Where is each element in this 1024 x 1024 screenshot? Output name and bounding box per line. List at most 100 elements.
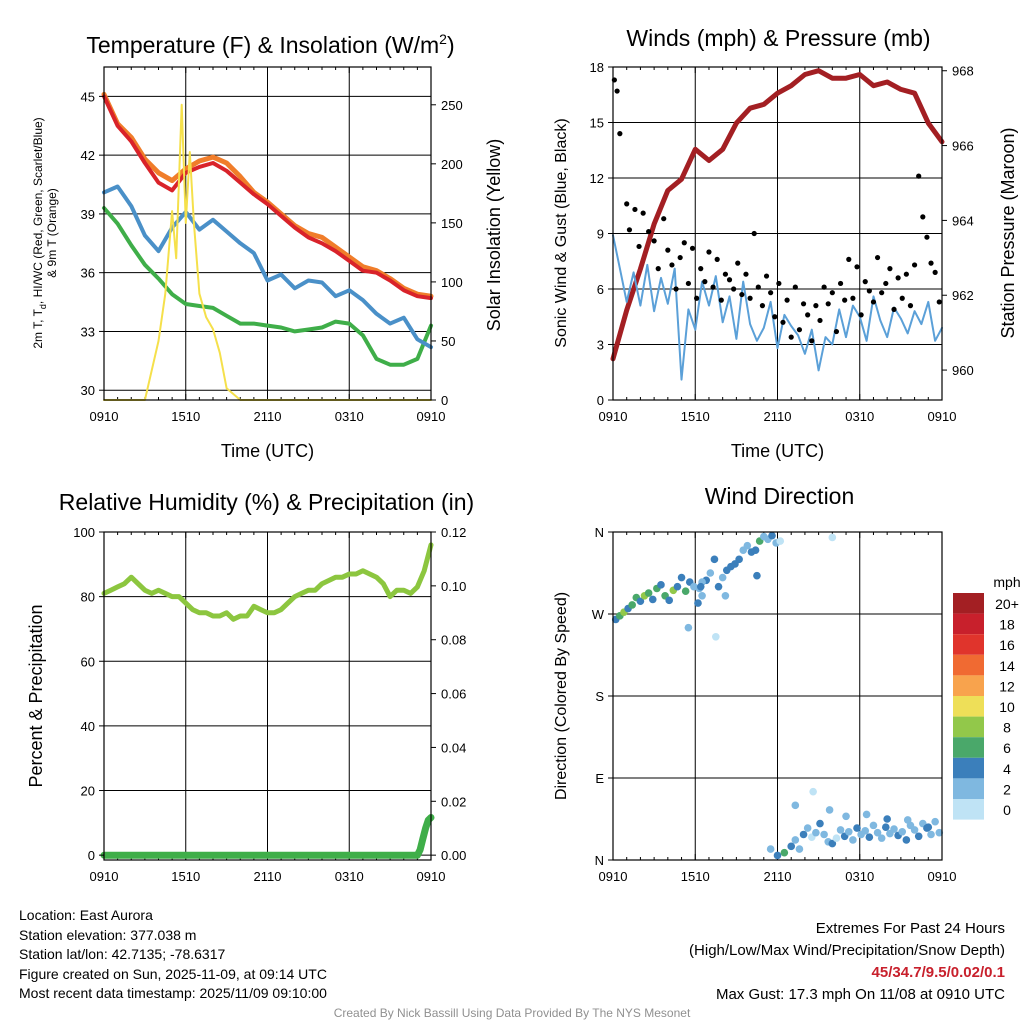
gust-point <box>825 301 831 307</box>
colorbar-label: 10 <box>999 699 1015 715</box>
x-tick-label: 2110 <box>254 409 282 424</box>
series-line <box>101 542 434 622</box>
direction-point <box>780 848 789 857</box>
gust-point <box>920 214 926 220</box>
series-line <box>102 206 433 367</box>
title-superscript: 2 <box>439 31 447 47</box>
gust-point <box>895 275 901 281</box>
gust-point <box>722 271 729 277</box>
gust-point <box>655 266 661 272</box>
gust-point <box>837 280 844 287</box>
colorbar-swatch <box>953 675 984 696</box>
direction-point <box>812 828 820 837</box>
y-tick-label: N <box>595 853 604 868</box>
direction-point <box>910 826 919 834</box>
y2-tick-label: 0.12 <box>441 525 466 540</box>
gust-point <box>694 295 700 301</box>
gust-point <box>677 254 683 261</box>
direction-point <box>710 555 719 564</box>
direction-point <box>712 632 720 641</box>
gust-point <box>632 206 638 213</box>
direction-point <box>696 582 705 591</box>
direction-point <box>644 589 653 597</box>
y2-tick-label: 0.00 <box>441 848 466 863</box>
gust-point <box>903 271 909 277</box>
extremes-subtitle: (High/Low/Max Wind/Precipitation/Snow De… <box>689 942 1005 959</box>
gust-point <box>916 173 922 179</box>
colorbar-swatch <box>953 634 984 655</box>
y-tick-label: 60 <box>81 654 95 669</box>
colorbar-label: 0 <box>1003 802 1011 818</box>
gust-point <box>646 229 652 235</box>
direction-point <box>799 830 808 839</box>
gust-point <box>846 256 852 262</box>
direction-point <box>714 582 723 591</box>
gust-point <box>809 338 815 344</box>
station-elevation: Station elevation: 377.038 m <box>19 926 197 943</box>
y-tick-label: S <box>595 689 604 704</box>
y-tick-label: 18 <box>590 60 604 75</box>
gust-point <box>706 249 712 255</box>
gust-point <box>747 295 753 301</box>
gust-point <box>763 273 770 279</box>
gust-point <box>665 247 671 253</box>
chart-title: Winds (mph) & Pressure (mb) <box>626 25 930 51</box>
direction-point <box>862 810 871 819</box>
gust-point <box>887 266 893 272</box>
direction-point <box>766 845 775 853</box>
direction-point <box>694 599 702 607</box>
gust-point <box>739 291 745 298</box>
humidity-panel: 0910 1510 2110 0310 0910 0 20 40 60 80 100 0.00 0.02… <box>26 489 474 884</box>
gust-point <box>788 334 794 340</box>
extremes-panel: Extremes For Past 24 Hours (High/Low/Max… <box>689 918 1005 1006</box>
y-axis-label: 2m T, Td, HI/WC (Red, Green, Scarlet/Blu… <box>31 117 59 348</box>
direction-point <box>718 573 727 582</box>
x-tick-label: 2110 <box>764 409 792 424</box>
y2-tick-label: 0.08 <box>441 633 466 648</box>
x-tick-label: 0910 <box>90 409 119 424</box>
direction-point <box>684 623 693 632</box>
gust-point <box>862 279 868 285</box>
y-axis-label: Sonic Wind & Gust (Blue, Black) <box>553 118 570 347</box>
recent-timestamp: Most recent data timestamp: 2025/11/09 0… <box>19 985 327 1001</box>
gust-point <box>891 306 897 312</box>
direction-point <box>890 825 898 833</box>
x-tick-label: 1510 <box>171 409 200 424</box>
temperature-panel: 0910 1510 2110 0310 0910 30 33 36 39 42 45 0 50 100 15… <box>31 31 504 461</box>
direction-point <box>883 815 891 823</box>
colorbar-swatch <box>953 696 984 717</box>
plot-border <box>103 531 432 861</box>
gust-point <box>829 290 835 296</box>
colorbar: mph 20+ 18 16 14 12 10 8 6 4 2 0 <box>953 574 1021 820</box>
gust-point <box>772 314 778 320</box>
gust-point <box>768 290 774 296</box>
y2-tick-label: 962 <box>952 288 974 303</box>
y-tick-label: 12 <box>590 171 604 186</box>
colorbar-swatch <box>953 757 984 779</box>
gust-point <box>755 284 761 290</box>
gust-point <box>796 327 803 333</box>
x-tick-label: 0910 <box>417 409 446 424</box>
direction-point <box>935 828 944 837</box>
gust-point <box>833 328 840 335</box>
direction-point <box>628 601 636 609</box>
x-axis-label: Time (UTC) <box>731 441 824 461</box>
gust-point <box>689 245 696 251</box>
gust-point <box>879 290 885 296</box>
gust-point <box>731 286 737 292</box>
colorbar-label: 12 <box>999 678 1015 694</box>
gust-point <box>817 317 823 324</box>
gust-point <box>883 280 889 287</box>
colorbar-label: 4 <box>1003 761 1011 777</box>
gust-point <box>780 319 786 325</box>
direction-point <box>803 824 812 832</box>
y-tick-label: 6 <box>597 282 604 297</box>
gust-point <box>858 312 864 318</box>
y-tick-label: W <box>592 607 605 622</box>
gust-point <box>698 266 704 272</box>
y-tick-label: 30 <box>81 383 95 398</box>
y2-tick-label: 0.04 <box>441 740 466 755</box>
direction-point <box>931 817 939 826</box>
direction-point <box>836 826 845 834</box>
y-tick-label: 80 <box>81 590 95 605</box>
